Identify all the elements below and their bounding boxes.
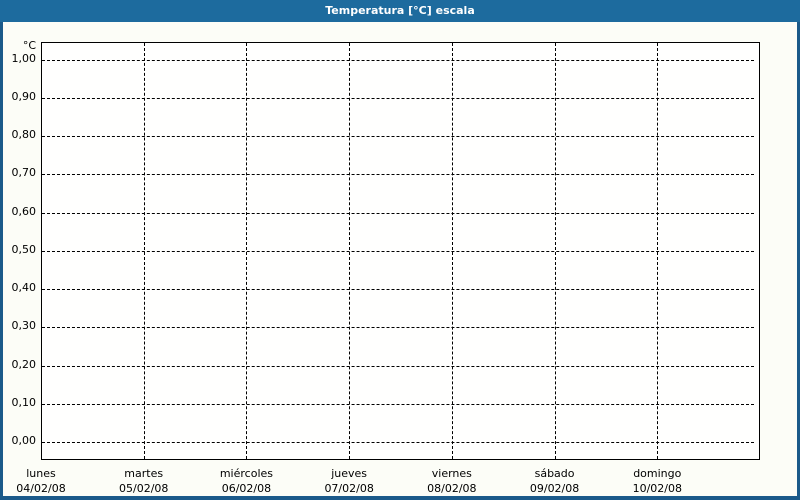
x-date-label: 09/02/08 bbox=[529, 482, 580, 495]
x-day-label: sábado bbox=[534, 467, 575, 480]
x-date-label: 04/02/08 bbox=[16, 482, 66, 495]
horizontal-gridline bbox=[42, 174, 754, 176]
x-date-label: 08/02/08 bbox=[427, 482, 477, 495]
horizontal-gridline bbox=[42, 442, 754, 443]
x-day-label: viernes bbox=[431, 467, 472, 480]
y-tick-label: 0,70 bbox=[11, 166, 37, 180]
horizontal-gridline bbox=[42, 212, 754, 214]
y-tick-label: 0,90 bbox=[11, 89, 37, 103]
x-date-label: 05/02/08 bbox=[119, 482, 169, 495]
plot-area bbox=[41, 42, 760, 460]
x-day-label: domingo bbox=[633, 467, 682, 480]
x-day-label: jueves bbox=[331, 467, 368, 480]
vertical-gridline bbox=[451, 43, 453, 459]
x-day-label: miércoles bbox=[219, 467, 273, 480]
y-tick-label: 0,20 bbox=[11, 357, 37, 371]
y-tick-label: 0,50 bbox=[11, 242, 37, 256]
window-frame-left bbox=[0, 22, 3, 500]
vertical-gridline bbox=[554, 43, 556, 459]
vertical-gridline bbox=[349, 43, 351, 459]
window-frame-right bbox=[797, 22, 800, 500]
y-tick-label: 0,60 bbox=[11, 204, 37, 218]
vertical-gridline bbox=[657, 43, 659, 459]
y-tick-label: 0,30 bbox=[11, 319, 37, 333]
horizontal-gridline bbox=[42, 403, 754, 405]
horizontal-gridline bbox=[42, 97, 754, 99]
x-day-label: lunes bbox=[26, 467, 56, 480]
y-tick-label: 0,80 bbox=[11, 128, 37, 141]
x-day-label: martes bbox=[124, 467, 164, 480]
x-date-label: 10/02/08 bbox=[632, 482, 682, 495]
horizontal-gridline bbox=[42, 59, 754, 61]
chart-title-bar: Temperatura [°C] escala bbox=[0, 0, 800, 22]
horizontal-gridline bbox=[42, 136, 754, 137]
vertical-gridline bbox=[143, 43, 145, 459]
y-tick-label: 0,40 bbox=[11, 281, 37, 294]
window-frame-bottom bbox=[0, 496, 800, 500]
chart-title: Temperatura [°C] escala bbox=[325, 4, 475, 17]
y-axis-unit-label: °C bbox=[22, 39, 36, 52]
horizontal-gridline bbox=[42, 365, 754, 367]
y-tick-label: 1,00 bbox=[11, 51, 37, 65]
horizontal-gridline bbox=[42, 250, 754, 252]
y-tick-label: 0,10 bbox=[11, 395, 37, 409]
y-tick-label: 0,00 bbox=[11, 434, 37, 447]
vertical-gridline bbox=[246, 43, 248, 459]
x-date-label: 06/02/08 bbox=[221, 482, 272, 495]
x-date-label: 07/02/08 bbox=[324, 482, 374, 495]
horizontal-gridline bbox=[42, 327, 754, 329]
horizontal-gridline bbox=[42, 289, 754, 290]
